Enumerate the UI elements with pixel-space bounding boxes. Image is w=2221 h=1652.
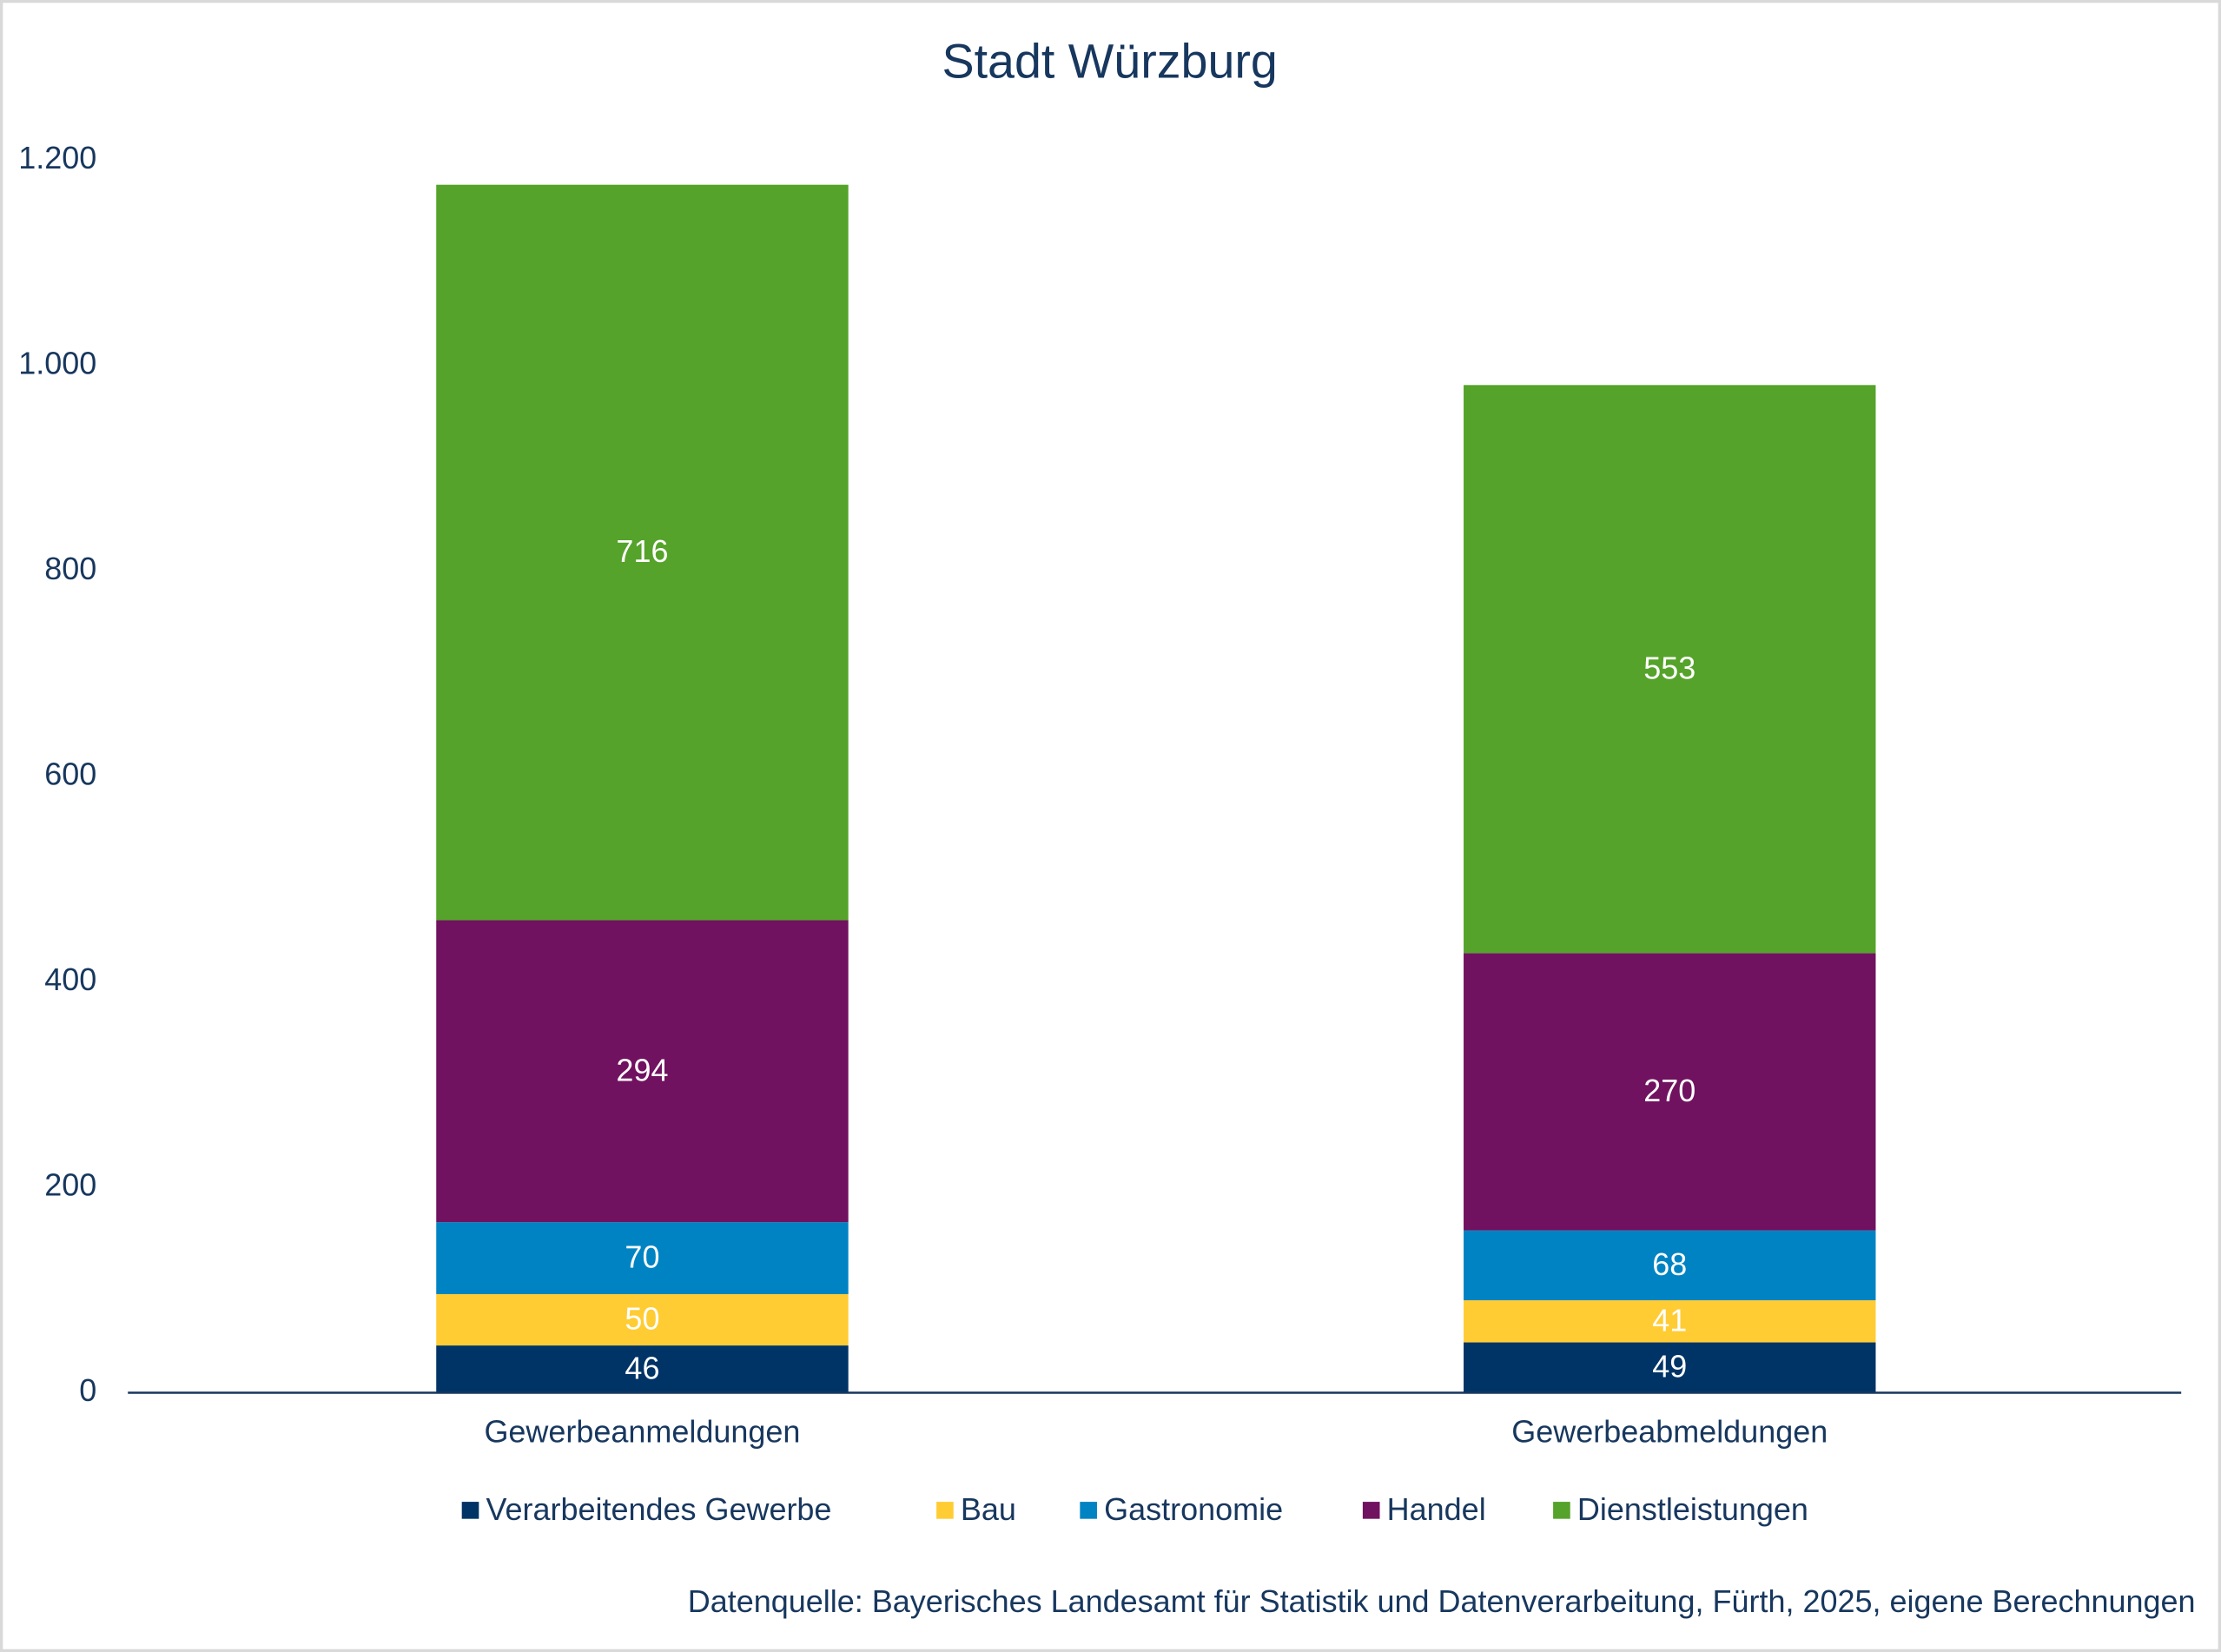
bar-segment [1464,1230,1876,1301]
bar-segment [1464,1342,1876,1393]
source-note: Datenquelle: Bayerisches Landesamt für S… [688,1583,2196,1619]
bar-segment [436,1222,849,1294]
data-label: 294 [616,1052,668,1087]
data-label: 46 [625,1350,659,1385]
data-label: 41 [1652,1302,1687,1338]
legend-label: Bau [961,1491,1016,1527]
x-tick-label: Gewerbeabmeldungen [1511,1413,1828,1449]
legend-label: Dienstleistungen [1577,1491,1808,1527]
data-label: 270 [1643,1073,1695,1108]
bar-segment [436,920,849,1223]
y-tick-label: 800 [44,551,96,586]
y-tick-label: 1.000 [18,345,96,380]
legend-swatch [1080,1502,1097,1519]
legend-label: Gastronomie [1104,1491,1283,1527]
y-tick-label: 1.200 [18,140,96,175]
y-tick-label: 600 [44,756,96,791]
bar-segment [436,1293,849,1346]
data-label: 68 [1652,1246,1687,1282]
data-label: 553 [1643,650,1695,685]
bar-segment [1464,953,1876,1231]
legend-label: Handel [1387,1491,1486,1527]
bar-segment [436,1345,849,1393]
x-tick-label: Gewerbeanmeldungen [484,1413,800,1449]
data-label: 50 [625,1301,659,1337]
legend-swatch [461,1502,479,1519]
data-label: 70 [625,1239,659,1275]
data-label: 716 [616,533,668,569]
bar-segment [1464,385,1876,954]
y-tick-label: 400 [44,961,96,997]
legend-swatch [1362,1502,1380,1519]
bar-segment [1464,1300,1876,1343]
y-tick-label: 200 [44,1166,96,1202]
data-label: 49 [1652,1349,1687,1384]
chart-title: Stadt Würzburg [942,35,1278,89]
legend-label: Verarbeitendes Gewerbe [486,1491,831,1527]
bar-segment [436,184,849,921]
legend-swatch [936,1502,954,1519]
legend-swatch [1553,1502,1570,1519]
y-tick-label: 0 [79,1372,96,1408]
